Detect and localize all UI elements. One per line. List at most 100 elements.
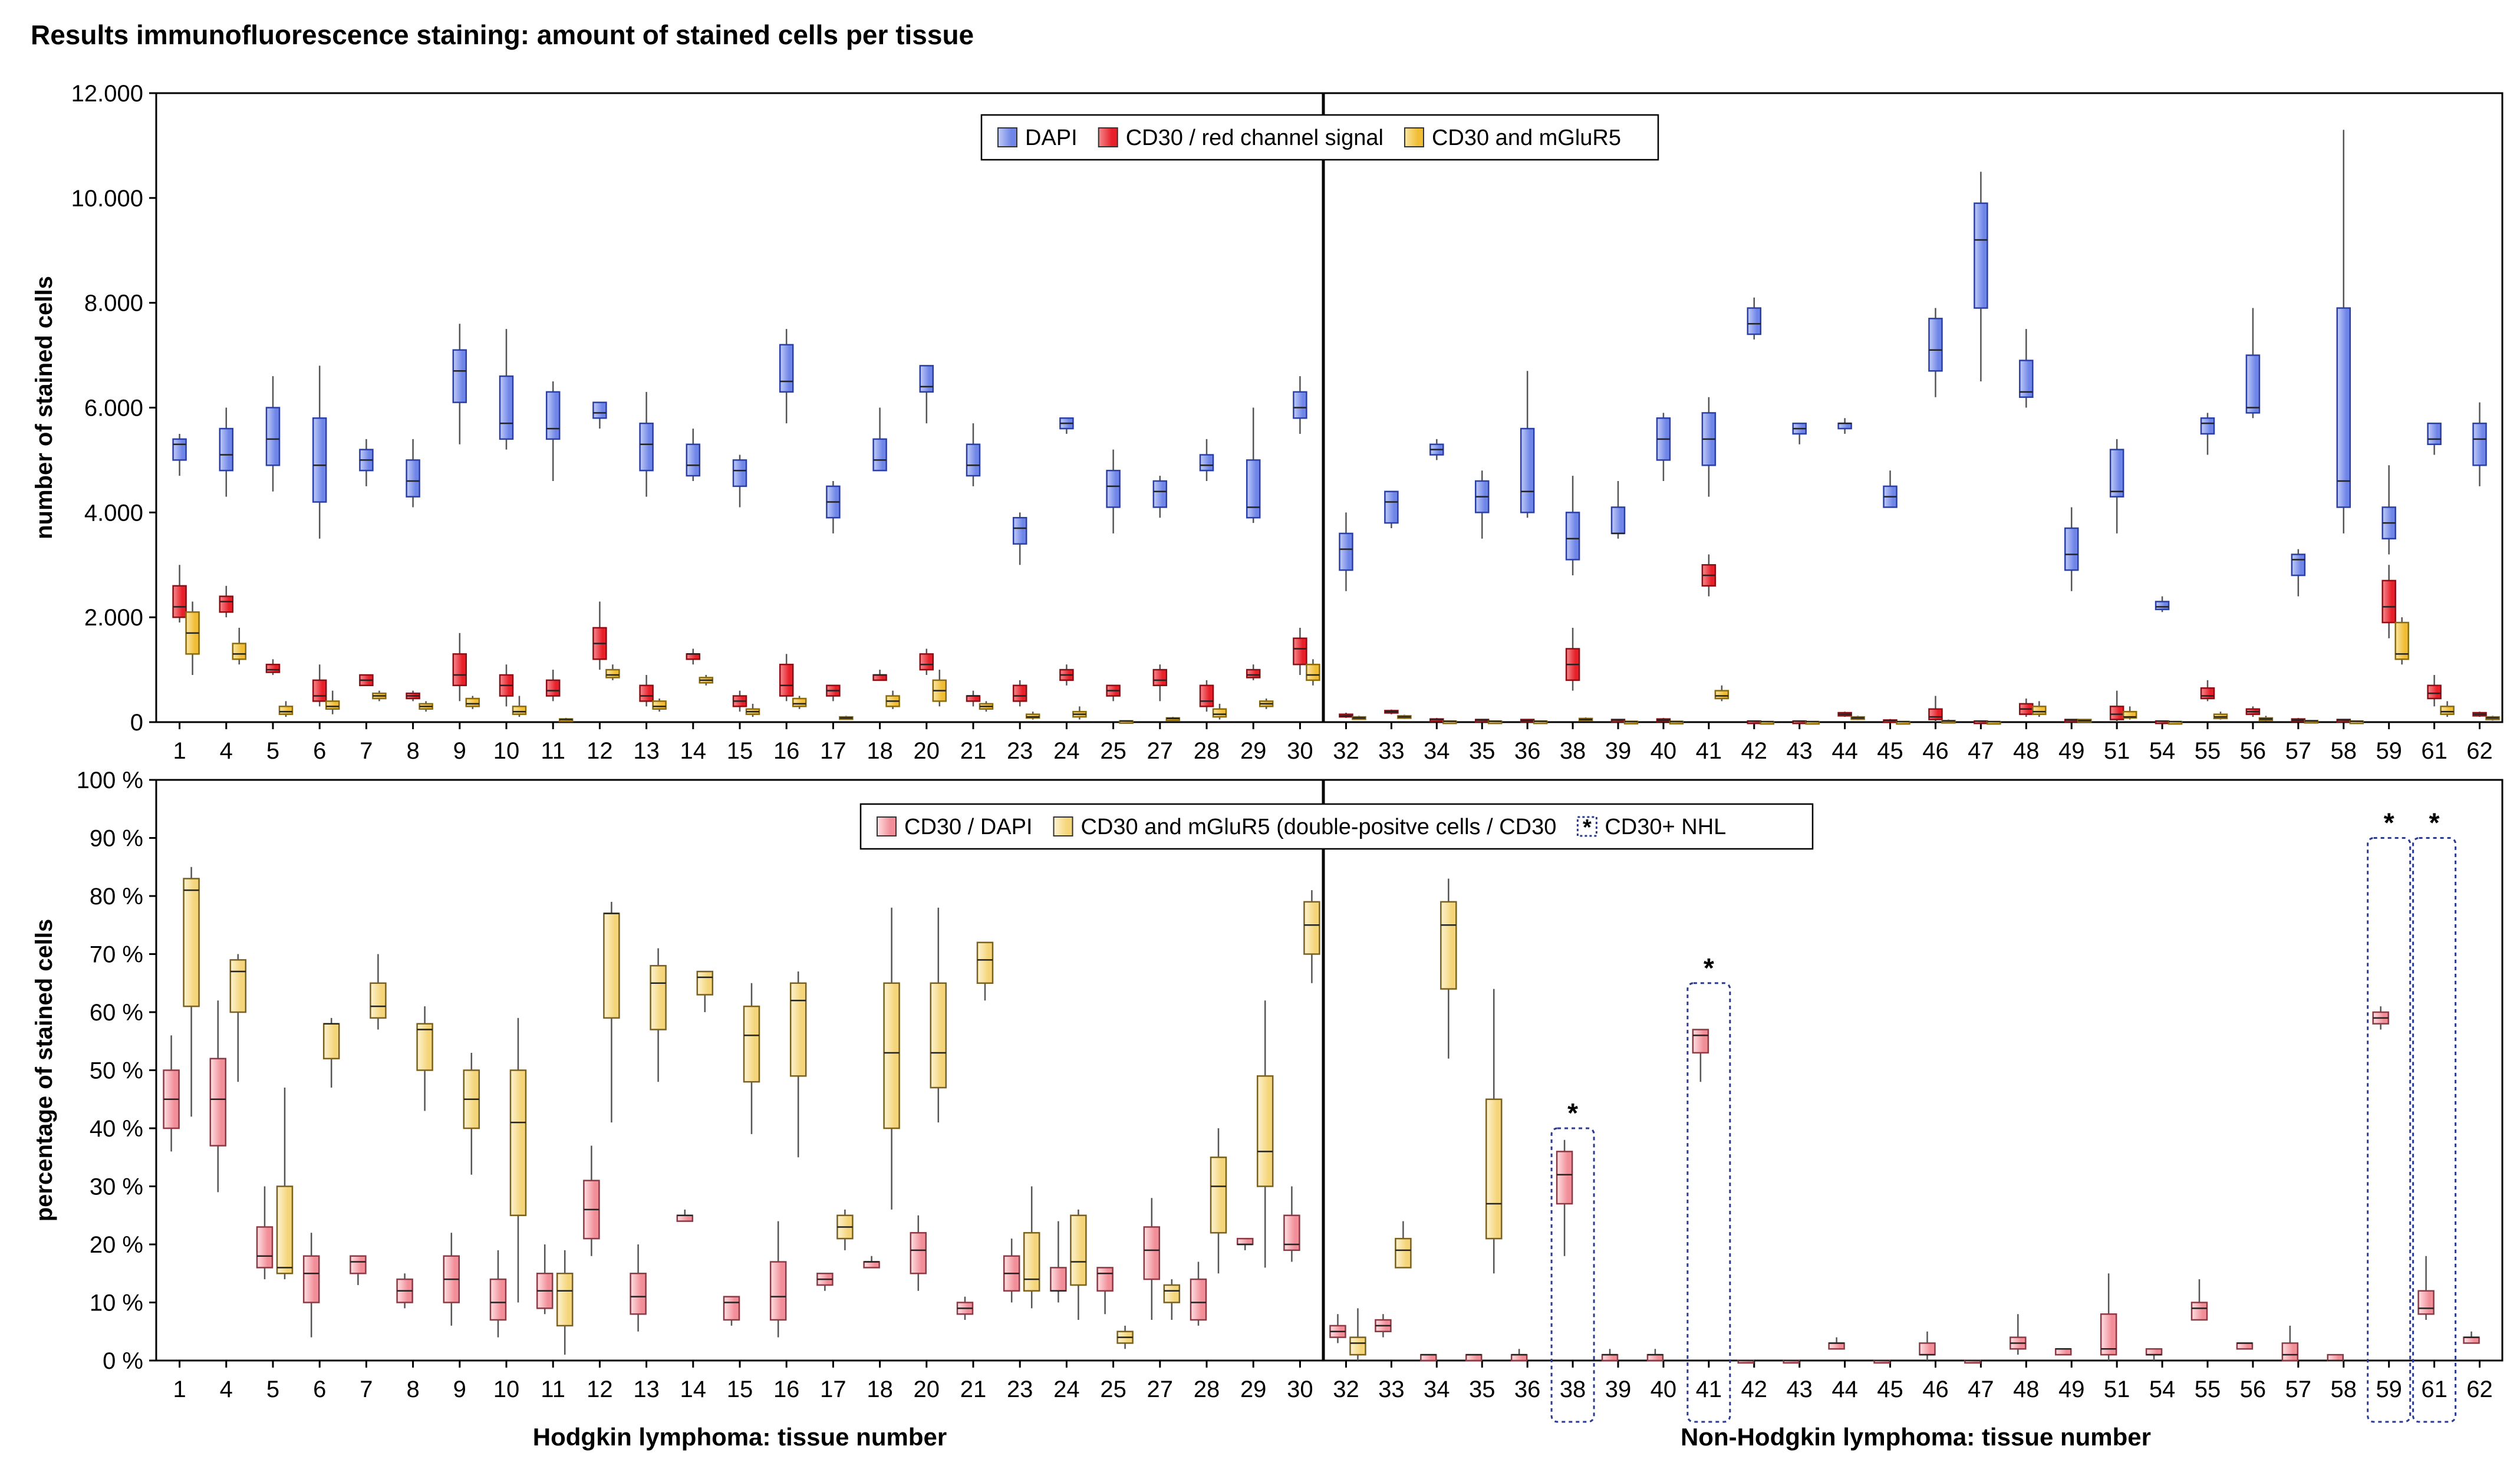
- box-mglur5-38: [1578, 717, 1593, 722]
- box-body: [639, 684, 654, 702]
- box-mglur5-36: [1533, 720, 1548, 724]
- box-cd30-dapi-14: [676, 1209, 694, 1222]
- box-body: [265, 407, 281, 466]
- box-body: [769, 1261, 787, 1321]
- box-double-positive-16: [789, 971, 807, 1158]
- box-cd30-dapi-29: [1236, 1237, 1254, 1250]
- box-cd30-dapi-38: [1556, 1139, 1573, 1256]
- box-cd30-dapi-30: [1283, 1186, 1300, 1262]
- x-tick-label: 33: [1378, 1376, 1405, 1402]
- box-dapi-54: [2155, 596, 2170, 612]
- box-double-positive-13: [650, 948, 667, 1082]
- box-dapi-12: [592, 401, 607, 429]
- x-tick-label: 54: [2149, 738, 2176, 764]
- box-body: [2463, 1336, 2480, 1344]
- box-cd30-33: [1384, 709, 1399, 714]
- box-body: [416, 1023, 433, 1071]
- box-body: [696, 970, 714, 996]
- box-body: [1837, 422, 1852, 430]
- box-cd30-39: [1610, 719, 1626, 723]
- nhl-highlight-59: *: [2367, 808, 2412, 1423]
- y-tick-label: 8.000: [84, 291, 143, 317]
- box-cd30-dapi-27: [1143, 1198, 1161, 1320]
- box-mglur5-15: [745, 703, 760, 717]
- x-tick-label: 13: [633, 738, 660, 764]
- box-mglur5-34: [1442, 720, 1457, 724]
- box-body: [1199, 454, 1214, 472]
- box-mglur5-25: [1119, 720, 1134, 724]
- box-mglur5-54: [2167, 720, 2183, 725]
- box-cd30-dapi-11: [536, 1244, 554, 1315]
- box-body: [1293, 637, 1307, 666]
- box-body: [545, 391, 561, 440]
- legend-frame: [980, 114, 1659, 161]
- legend-swatch: [1404, 127, 1424, 147]
- x-tick-label: 36: [1514, 1376, 1541, 1402]
- y-tick-label: 2.000: [84, 605, 143, 631]
- box-body: [1440, 901, 1457, 990]
- box-mglur5-29: [1259, 698, 1274, 709]
- box-cd30-40: [1656, 717, 1671, 722]
- highlight-frame: [2367, 837, 2412, 1423]
- box-dapi-40: [1656, 413, 1671, 481]
- box-mglur5-51: [2122, 706, 2137, 720]
- box-body: [2381, 579, 2396, 624]
- legend-label: DAPI: [1025, 126, 1078, 150]
- x-tick-label: 30: [1287, 738, 1313, 764]
- box-mglur5-27: [1165, 717, 1181, 722]
- box-mglur5-9: [465, 696, 480, 709]
- x-tick-label: 33: [1378, 738, 1405, 764]
- box-body: [2336, 307, 2351, 508]
- y-tick-label: 20 %: [90, 1232, 143, 1258]
- box-body: [1395, 1237, 1412, 1269]
- box-body: [779, 663, 794, 697]
- box-cd30-dapi-25: [1096, 1267, 1114, 1315]
- box-mglur5-43: [1805, 720, 1820, 725]
- box-mglur5-4: [232, 627, 247, 665]
- box-dapi-35: [1474, 470, 1490, 539]
- box-double-positive-12: [603, 901, 620, 1123]
- significance-asterisk: *: [2384, 808, 2394, 838]
- box-cd30-58: [2336, 719, 2351, 723]
- box-mglur5-57: [2304, 720, 2319, 724]
- box-body: [2155, 601, 2170, 611]
- box-dapi-58: [2336, 130, 2351, 533]
- x-tick-label: 41: [1696, 738, 1722, 764]
- box-mglur5-5: [278, 701, 294, 717]
- box-mglur5-20: [932, 670, 947, 707]
- box-body: [489, 1278, 507, 1321]
- legend-swatch-dashed: [1576, 816, 1597, 837]
- box-mglur5-13: [652, 698, 667, 712]
- box-body: [2245, 354, 2261, 414]
- y-axis-label: number of stained cells: [31, 276, 57, 539]
- box-cd30-dapi-21: [956, 1296, 974, 1320]
- box-body: [930, 982, 947, 1089]
- box-cd30-20: [919, 648, 934, 675]
- box-mglur5-41: [1714, 685, 1730, 701]
- x-tick-label: 16: [773, 1376, 800, 1402]
- box-body: [592, 401, 607, 419]
- x-tick-label: 55: [2195, 738, 2221, 764]
- significance-asterisk: *: [2429, 808, 2440, 838]
- x-tick-label: 61: [2421, 1376, 2447, 1402]
- box-mglur5-61: [2440, 701, 2455, 717]
- box-cd30-11: [545, 670, 561, 701]
- box-body: [1974, 202, 1988, 309]
- legend-label: CD30 / DAPI: [904, 815, 1033, 839]
- top-chart-cell-counts: 0 2.000 4.000 6.000 8.000 10.000 12.000 number …: [31, 81, 2503, 764]
- x-tick-label: 59: [2376, 1376, 2402, 1402]
- box-mglur5-47: [1987, 720, 2001, 725]
- x-tick-label: 20: [914, 1376, 940, 1402]
- nhl-highlight-38: *: [1550, 1098, 1595, 1423]
- x-tick-label: 56: [2240, 738, 2267, 764]
- box-cd30-45: [1883, 719, 1898, 723]
- box-dapi-30: [1293, 376, 1307, 434]
- box-double-positive-11: [556, 1250, 574, 1355]
- x-tick-label: 54: [2149, 1376, 2176, 1402]
- legend-asterisk: *: [1583, 815, 1592, 840]
- box-dapi-38: [1565, 476, 1580, 576]
- box-body: [452, 653, 467, 687]
- bottom-chart-percentages: 0 % 10 % 20 % 30 % 40 % 50 % 60 % 70 % 80 % 90 % 1…: [31, 768, 2503, 1423]
- x-tick-label: 44: [1831, 1376, 1858, 1402]
- box-double-positive-5: [276, 1088, 294, 1280]
